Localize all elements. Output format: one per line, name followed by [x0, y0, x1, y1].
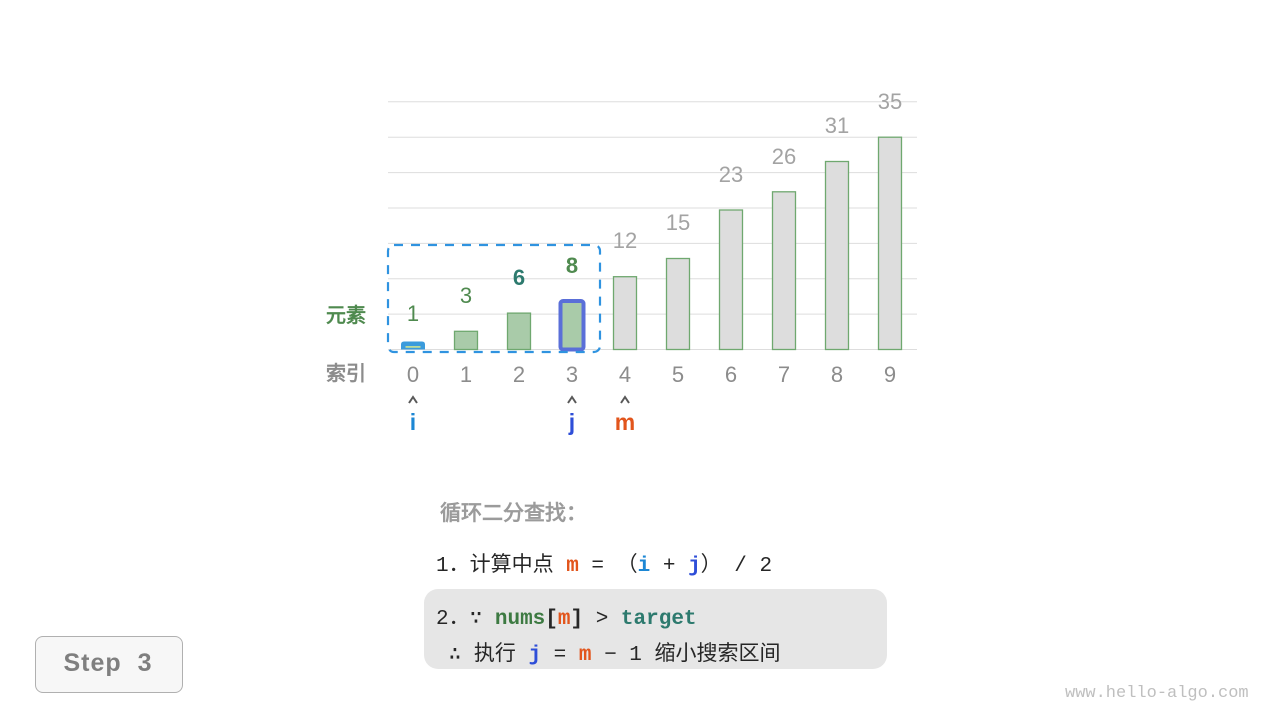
svg-text:8: 8 [831, 362, 843, 387]
svg-text:4: 4 [619, 362, 631, 387]
svg-text:索引: 索引 [326, 361, 366, 385]
svg-text:9: 9 [884, 362, 896, 387]
svg-text:0: 0 [407, 362, 419, 387]
svg-text:1: 1 [407, 301, 419, 326]
svg-text:i: i [410, 409, 416, 435]
svg-text:35: 35 [878, 89, 902, 114]
svg-text:3: 3 [566, 362, 578, 387]
svg-text:6: 6 [513, 265, 525, 290]
svg-text:2: 2 [513, 362, 525, 387]
svg-text:23: 23 [719, 162, 743, 187]
svg-text:3: 3 [460, 283, 472, 308]
svg-text:31: 31 [825, 113, 849, 138]
svg-text:5: 5 [672, 362, 684, 387]
svg-text:8: 8 [566, 253, 578, 278]
svg-text:15: 15 [666, 210, 690, 235]
svg-text:12: 12 [613, 228, 637, 253]
svg-text:7: 7 [778, 362, 790, 387]
svg-text:m: m [615, 409, 635, 435]
svg-text:1: 1 [460, 362, 472, 387]
svg-text:j: j [568, 409, 575, 435]
svg-text:元素: 元素 [326, 303, 366, 327]
svg-text:6: 6 [725, 362, 737, 387]
svg-text:26: 26 [772, 144, 796, 169]
